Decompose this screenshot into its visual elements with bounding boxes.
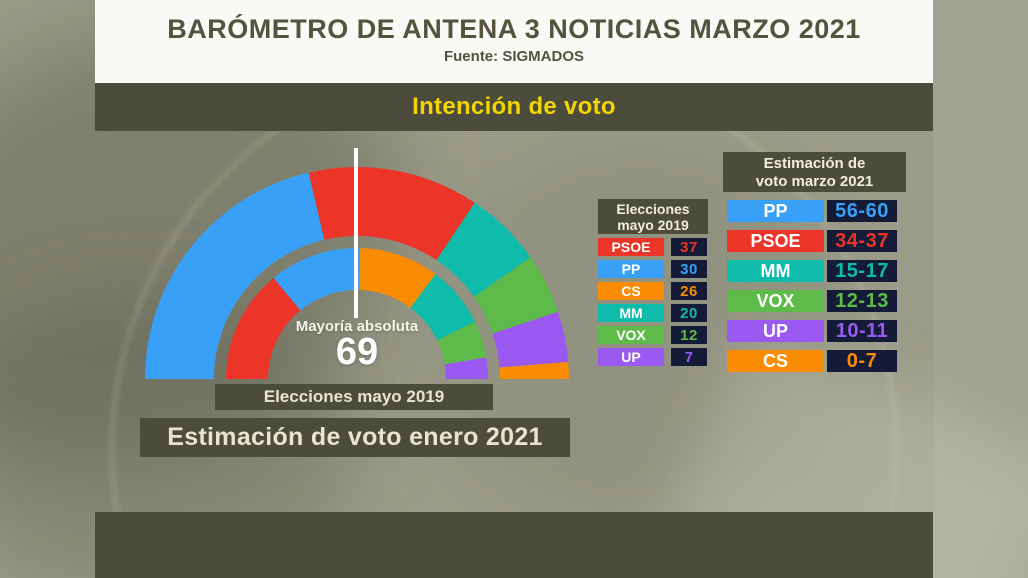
value-cell: 10-11	[827, 320, 897, 342]
table-row: PP 30	[598, 260, 708, 278]
table-row: VOX 12	[598, 326, 708, 344]
party-cell: UP	[598, 348, 664, 366]
outer-ring-segment-cs	[499, 361, 569, 379]
table-elections-mayo-2019: Elecciones mayo 2019 PSOE 37 PP 30 CS 26…	[598, 199, 708, 366]
table-row: PSOE 34-37	[727, 230, 897, 252]
section-title: Intención de voto	[412, 93, 616, 120]
section-band: Intención de voto	[95, 83, 933, 131]
value-cell: 56-60	[827, 200, 897, 222]
outer-ring-segment-pp	[145, 172, 325, 379]
value-cell: 30	[671, 260, 707, 278]
inner-ring-segment-up	[444, 357, 488, 379]
inner-ring-segment-psoe	[226, 277, 301, 379]
value-cell: 37	[671, 238, 707, 256]
inner-ring-label-band: Elecciones mayo 2019	[215, 384, 493, 410]
party-cell: PSOE	[598, 238, 664, 256]
bottom-band	[95, 512, 933, 578]
table-estimacion-marzo-2021: Estimación de voto marzo 2021 PP 56-60 P…	[723, 152, 906, 372]
table-row: PSOE 37	[598, 238, 708, 256]
inner-ring-segment-vox	[437, 321, 487, 365]
table-title-line2: voto marzo 2021	[755, 173, 874, 190]
value-cell: 15-17	[827, 260, 897, 282]
party-cell: MM	[598, 304, 664, 322]
value-cell: 12-13	[827, 290, 897, 312]
party-cell: PP	[727, 200, 824, 222]
table-header: Estimación de voto marzo 2021	[723, 152, 906, 192]
outer-ring-label: Estimación de voto enero 2021	[167, 423, 543, 451]
table-row: UP 10-11	[727, 320, 897, 342]
table-title-line1: Elecciones	[616, 201, 690, 217]
table-title-line1: Estimación de	[763, 155, 866, 172]
value-cell: 12	[671, 326, 707, 344]
table-row: VOX 12-13	[727, 290, 897, 312]
outer-ring-segment-mm	[436, 202, 531, 297]
value-cell: 7	[671, 348, 707, 366]
table-row: MM 20	[598, 304, 708, 322]
party-cell: VOX	[598, 326, 664, 344]
page-title: BARÓMETRO DE ANTENA 3 NOTICIAS MARZO 202…	[167, 14, 861, 44]
table-row: CS 0-7	[727, 350, 897, 372]
table-title-line2: mayo 2019	[617, 217, 689, 233]
inner-ring-label: Elecciones mayo 2019	[263, 387, 445, 406]
majority-label: Mayoría absoluta	[295, 318, 419, 335]
outer-ring-segment-up	[492, 311, 569, 368]
outer-ring-segment-vox	[474, 257, 559, 334]
value-cell: 34-37	[827, 230, 897, 252]
header-band: BARÓMETRO DE ANTENA 3 NOTICIAS MARZO 202…	[95, 0, 933, 83]
majority-value: 69	[335, 331, 379, 373]
table-row: CS 26	[598, 282, 708, 300]
table-header: Elecciones mayo 2019	[598, 199, 708, 234]
party-cell: VOX	[727, 290, 824, 312]
table-row: PP 56-60	[727, 200, 897, 222]
value-cell: 0-7	[827, 350, 897, 372]
table-row: UP 7	[598, 348, 708, 366]
inner-ring-segment-mm	[410, 274, 475, 341]
inner-ring-segment-cs	[359, 248, 436, 308]
value-cell: 20	[671, 304, 707, 322]
inner-ring-segment-pp	[273, 248, 361, 311]
outer-ring-segment-psoe	[308, 166, 475, 261]
table-row: MM 15-17	[727, 260, 897, 282]
party-cell: PP	[598, 260, 664, 278]
party-cell: PSOE	[727, 230, 824, 252]
outer-ring-label-band: Estimación de voto enero 2021	[140, 418, 570, 457]
table-rows: PSOE 37 PP 30 CS 26 MM 20 VOX 12 UP 7	[598, 238, 708, 366]
party-cell: CS	[598, 282, 664, 300]
party-cell: UP	[727, 320, 824, 342]
source-label: Fuente: SIGMADOS	[443, 48, 584, 65]
table-rows: PP 56-60 PSOE 34-37 MM 15-17 VOX 12-13 U…	[727, 200, 897, 372]
party-cell: MM	[727, 260, 824, 282]
party-cell: CS	[727, 350, 824, 372]
value-cell: 26	[671, 282, 707, 300]
